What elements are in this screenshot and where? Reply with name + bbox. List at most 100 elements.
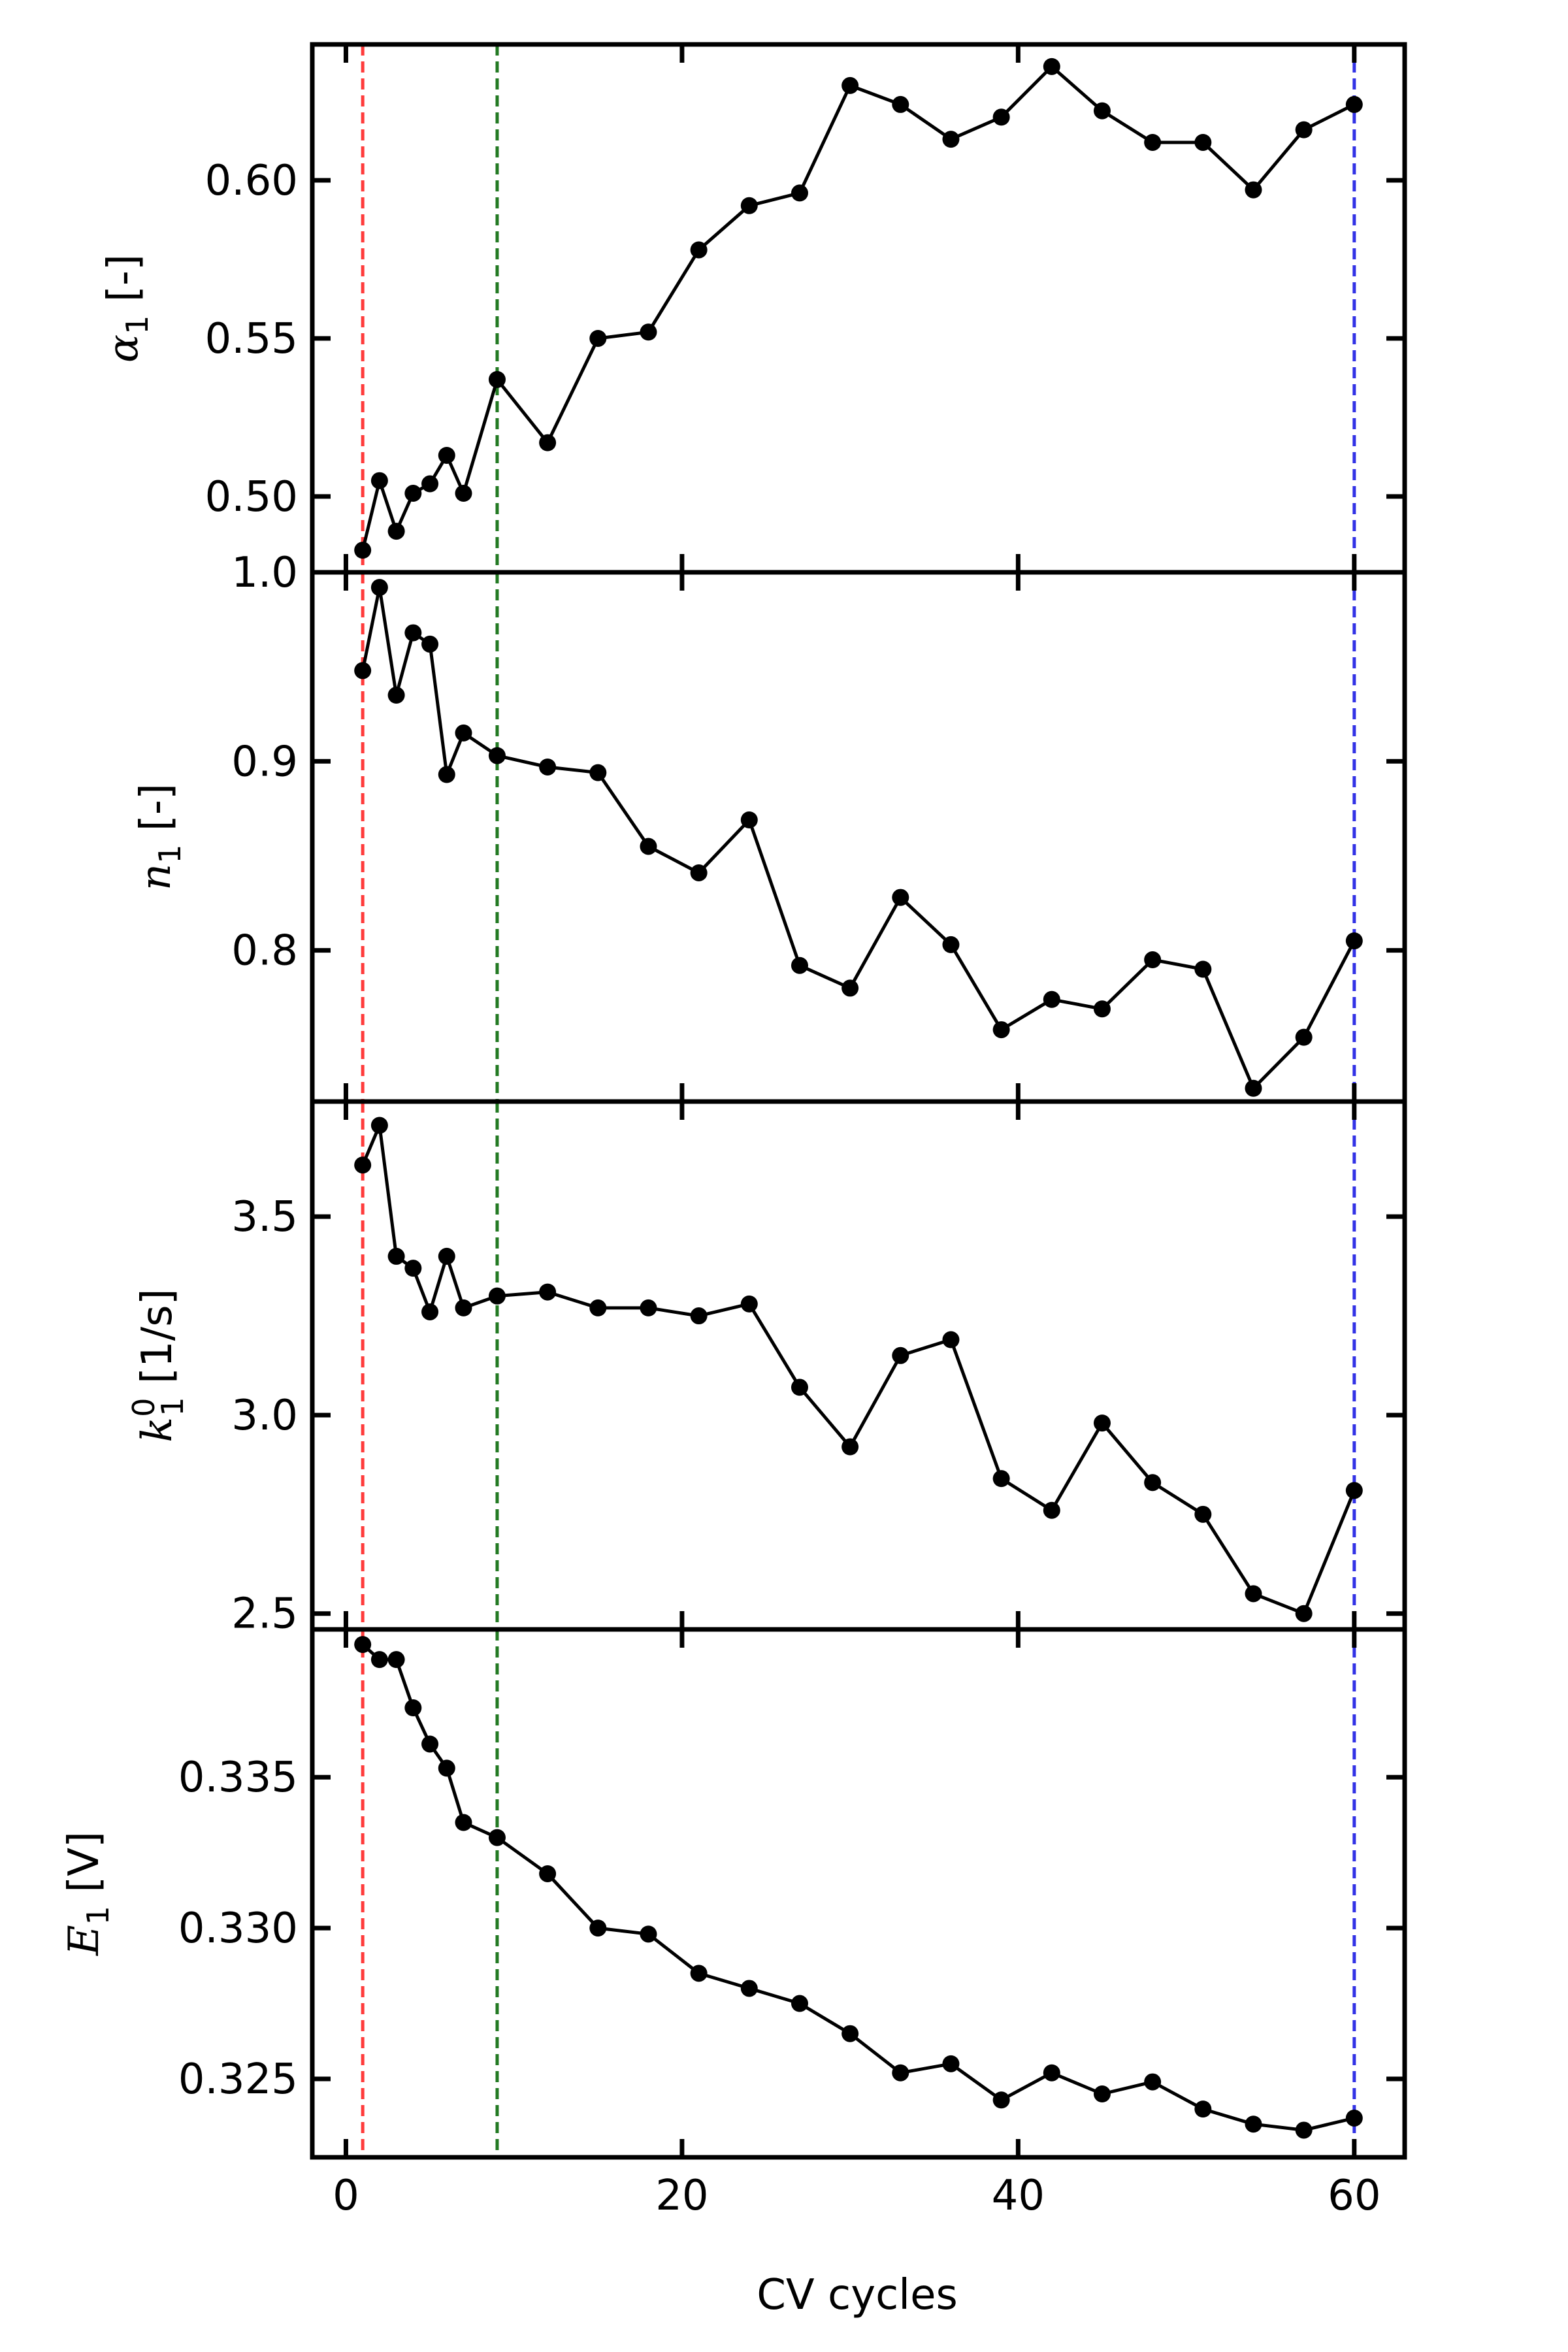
y-tick-label: 0.325 bbox=[178, 2055, 298, 2104]
data-point bbox=[1194, 133, 1212, 151]
data-point bbox=[1043, 57, 1060, 75]
x-tick-label: 40 bbox=[992, 2172, 1045, 2220]
data-point bbox=[1295, 1028, 1313, 1046]
axes-frame bbox=[310, 42, 1407, 575]
y-axis-label: α1 [-] bbox=[99, 254, 155, 363]
data-point bbox=[1144, 133, 1162, 151]
data-point bbox=[589, 1919, 607, 1937]
data-point bbox=[841, 1438, 859, 1456]
y-tick-label: 0.9 bbox=[231, 738, 298, 786]
data-point bbox=[438, 446, 455, 464]
data-point bbox=[455, 1814, 472, 1831]
data-point bbox=[841, 76, 859, 94]
data-point bbox=[539, 1865, 557, 1882]
data-point bbox=[455, 485, 472, 502]
data-point bbox=[892, 2064, 909, 2082]
series-line bbox=[361, 1124, 1356, 1616]
data-point bbox=[1144, 1474, 1162, 1492]
data-point bbox=[488, 747, 506, 764]
data-point bbox=[1043, 1501, 1060, 1519]
y-tick-label: 0.330 bbox=[178, 1904, 298, 1953]
data-point bbox=[370, 472, 388, 489]
data-point bbox=[640, 838, 657, 855]
y-tick-label: 0.335 bbox=[178, 1754, 298, 1802]
data-point bbox=[892, 1347, 909, 1364]
data-point bbox=[539, 758, 557, 776]
data-point bbox=[354, 662, 372, 679]
data-point bbox=[1093, 2085, 1111, 2103]
data-point bbox=[1245, 181, 1262, 199]
y-axis-label: n1 [-] bbox=[132, 783, 188, 890]
data-point bbox=[892, 889, 909, 906]
data-point bbox=[640, 323, 657, 341]
y-tick-label: 0.8 bbox=[231, 927, 298, 975]
data-point bbox=[455, 724, 472, 742]
data-point bbox=[992, 1021, 1010, 1039]
data-point bbox=[942, 131, 960, 148]
panel-4: 0.325 0.330 0.335 E1 [V] 0 20 40 60 bbox=[60, 1627, 1407, 2220]
data-point bbox=[1144, 2073, 1162, 2091]
data-point bbox=[690, 241, 708, 259]
data-point bbox=[354, 1636, 372, 1654]
data-point bbox=[1245, 2115, 1262, 2133]
data-point bbox=[892, 95, 909, 113]
data-point bbox=[1043, 990, 1060, 1008]
data-point bbox=[791, 1995, 808, 2012]
data-point bbox=[438, 1247, 455, 1265]
series-line bbox=[361, 585, 1356, 1090]
data-point bbox=[387, 1247, 405, 1265]
data-point bbox=[690, 864, 708, 881]
data-point bbox=[1194, 2100, 1212, 2118]
data-point bbox=[740, 197, 758, 214]
y-tick-label: 1.0 bbox=[231, 549, 298, 597]
y-tick-label: 2.5 bbox=[231, 1590, 298, 1639]
data-point bbox=[1295, 121, 1313, 139]
x-tick-label: 20 bbox=[655, 2172, 708, 2220]
data-point bbox=[740, 811, 758, 828]
data-point bbox=[1345, 932, 1363, 950]
data-point bbox=[421, 635, 439, 653]
data-point bbox=[370, 1117, 388, 1134]
x-tick-label: 60 bbox=[1328, 2172, 1380, 2220]
axes-frame bbox=[310, 1627, 1407, 2160]
data-point bbox=[942, 936, 960, 953]
data-point bbox=[354, 542, 372, 559]
data-point bbox=[1345, 95, 1363, 113]
data-point bbox=[690, 1965, 708, 1982]
data-point bbox=[1093, 1000, 1111, 1018]
data-point bbox=[1345, 1482, 1363, 1499]
data-point bbox=[1295, 1605, 1313, 1622]
data-point bbox=[1093, 1414, 1111, 1432]
y-tick-label: 0.60 bbox=[205, 157, 299, 205]
y-tick-label: 3.0 bbox=[231, 1392, 298, 1440]
data-point bbox=[404, 1260, 422, 1277]
data-point bbox=[942, 2055, 960, 2072]
data-point bbox=[421, 1735, 439, 1753]
data-point bbox=[740, 1295, 758, 1313]
data-point bbox=[438, 766, 455, 783]
data-point bbox=[1043, 2064, 1060, 2082]
data-point bbox=[370, 1651, 388, 1669]
data-point bbox=[589, 764, 607, 781]
data-point bbox=[791, 956, 808, 974]
axes-frame bbox=[310, 1099, 1407, 1632]
series-line bbox=[361, 1643, 1355, 2132]
data-point bbox=[488, 370, 506, 388]
data-point bbox=[992, 2091, 1010, 2109]
data-point bbox=[1245, 1079, 1262, 1097]
data-point bbox=[421, 1303, 439, 1320]
data-point bbox=[488, 1829, 506, 1846]
data-point bbox=[539, 1283, 557, 1301]
data-point bbox=[1295, 2121, 1313, 2139]
data-point bbox=[1194, 960, 1212, 978]
data-point bbox=[690, 1307, 708, 1325]
data-point bbox=[354, 1156, 372, 1174]
data-point bbox=[640, 1299, 657, 1316]
data-point bbox=[387, 1651, 405, 1669]
data-point bbox=[791, 184, 808, 202]
data-point bbox=[1345, 2109, 1363, 2127]
data-point bbox=[640, 1925, 657, 1943]
panel-1: 0.50 0.55 0.60 α1 [-] bbox=[99, 42, 1407, 575]
data-point bbox=[455, 1299, 472, 1316]
